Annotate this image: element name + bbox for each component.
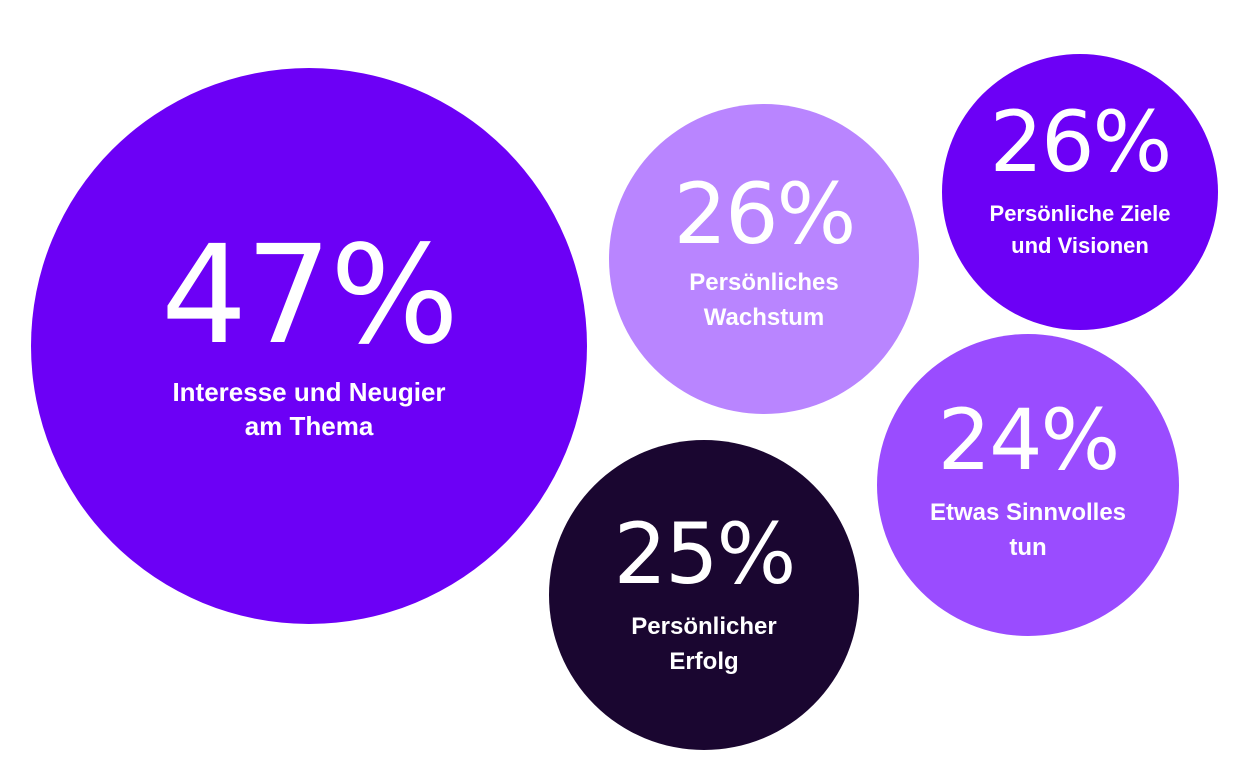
bubble-label: Persönliche Ziele und Visionen	[989, 201, 1171, 258]
bubble-percent: 47%	[160, 217, 459, 376]
bubble-percent: 25%	[613, 505, 797, 604]
bubble-label: Etwas Sinnvolles tun	[929, 499, 1127, 561]
bubble-interesse-neugier: 47% Interesse und Neugier am Thema	[31, 68, 587, 624]
bubble-label: Persönliches Wachstum	[689, 269, 839, 331]
bubble-sinnvolles-tun: 24% Etwas Sinnvolles tun	[877, 334, 1179, 636]
bubble-percent: 26%	[673, 165, 857, 264]
bubble-label: Interesse und Neugier am Thema	[172, 377, 446, 441]
bubble-persoenlicher-erfolg: 25% Persönlicher Erfolg	[549, 440, 859, 750]
bubble-ziele-visionen: 26% Persönliche Ziele und Visionen	[942, 54, 1218, 330]
bubble-percent: 24%	[937, 391, 1121, 490]
bubble-label: Persönlicher Erfolg	[631, 613, 777, 675]
bubble-persoenliches-wachstum: 26% Persönliches Wachstum	[609, 104, 919, 414]
bubble-percent: 26%	[989, 93, 1173, 192]
